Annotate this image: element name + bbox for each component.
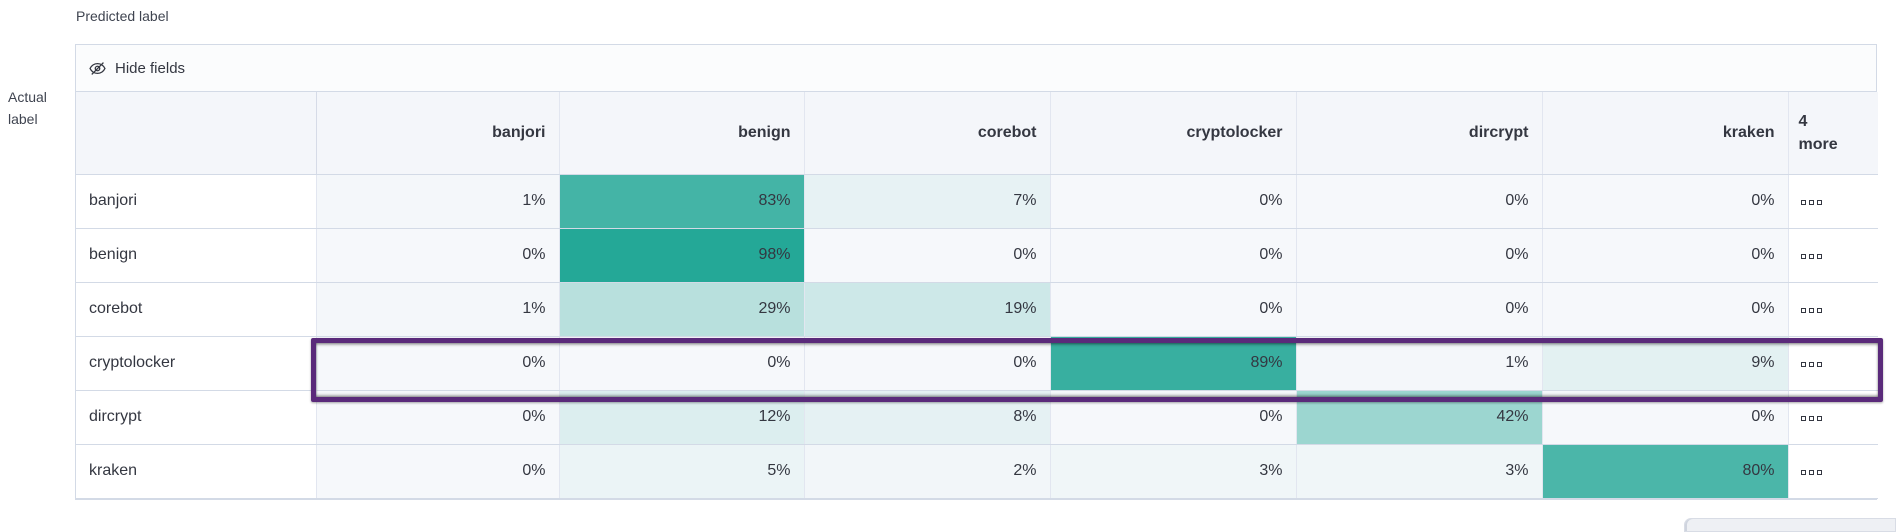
row-label-dircrypt: dircrypt: [76, 390, 317, 445]
cell-corebot-cryptolocker[interactable]: 0%: [1050, 282, 1297, 337]
cell-corebot-banjori[interactable]: 1%: [316, 282, 560, 337]
cell-cryptolocker-benign[interactable]: 0%: [559, 336, 805, 391]
cell-benign-benign[interactable]: 98%: [559, 228, 805, 283]
cell-corebot-dircrypt[interactable]: 0%: [1296, 282, 1543, 337]
boxes-horizontal-icon: [1800, 200, 1822, 205]
row-actions-dircrypt[interactable]: [1788, 390, 1878, 445]
cell-corebot-corebot[interactable]: 19%: [804, 282, 1051, 337]
cell-benign-corebot[interactable]: 0%: [804, 228, 1051, 283]
cell-benign-cryptolocker[interactable]: 0%: [1050, 228, 1297, 283]
more-columns-header[interactable]: 4 more: [1788, 92, 1878, 175]
table-row-kraken: kraken 0% 5% 2% 3% 3% 80%: [76, 444, 1878, 499]
column-header-banjori[interactable]: banjori: [316, 92, 560, 175]
row-label-corebot: corebot: [76, 282, 317, 337]
table-row-dircrypt: dircrypt 0% 12% 8% 0% 42% 0%: [76, 390, 1878, 445]
eye-slash-icon: [89, 60, 106, 77]
cell-kraken-cryptolocker[interactable]: 3%: [1050, 444, 1297, 499]
column-header-kraken[interactable]: kraken: [1542, 92, 1789, 175]
cell-kraken-dircrypt[interactable]: 3%: [1296, 444, 1543, 499]
row-actions-kraken[interactable]: [1788, 444, 1878, 499]
column-header-corebot[interactable]: corebot: [804, 92, 1051, 175]
boxes-horizontal-icon: [1800, 362, 1822, 367]
cell-kraken-banjori[interactable]: 0%: [316, 444, 560, 499]
row-actions-cryptolocker[interactable]: [1788, 336, 1878, 391]
cell-dircrypt-cryptolocker[interactable]: 0%: [1050, 390, 1297, 445]
hide-fields-label: Hide fields: [115, 59, 186, 77]
cell-corebot-kraken[interactable]: 0%: [1542, 282, 1789, 337]
cell-cryptolocker-banjori[interactable]: 0%: [316, 336, 560, 391]
row-label-kraken: kraken: [76, 444, 317, 499]
row-label-cryptolocker: cryptolocker: [76, 336, 317, 391]
grid-controls-bar: Hide fields: [76, 45, 1876, 92]
cell-dircrypt-banjori[interactable]: 0%: [316, 390, 560, 445]
cell-banjori-cryptolocker[interactable]: 0%: [1050, 174, 1297, 229]
confusion-matrix-table: banjori benign corebot cryptolocker dircrypt…: [76, 92, 1878, 499]
cell-dircrypt-benign[interactable]: 12%: [559, 390, 805, 445]
table-row-corebot: corebot 1% 29% 19% 0% 0% 0%: [76, 282, 1878, 337]
corner-header-cell: [76, 92, 317, 175]
cell-cryptolocker-kraken[interactable]: 9%: [1542, 336, 1789, 391]
boxes-horizontal-icon: [1800, 308, 1822, 313]
cell-kraken-kraken[interactable]: 80%: [1542, 444, 1789, 499]
cell-kraken-corebot[interactable]: 2%: [804, 444, 1051, 499]
cell-banjori-banjori[interactable]: 1%: [316, 174, 560, 229]
cell-corebot-benign[interactable]: 29%: [559, 282, 805, 337]
row-actions-banjori[interactable]: [1788, 174, 1878, 229]
cell-banjori-corebot[interactable]: 7%: [804, 174, 1051, 229]
actual-label: Actual label: [8, 89, 47, 128]
horizontal-scrollbar[interactable]: [1684, 518, 1896, 532]
boxes-horizontal-icon: [1800, 254, 1822, 259]
table-row-benign: benign 0% 98% 0% 0% 0% 0%: [76, 228, 1878, 283]
table-row-banjori: banjori 1% 83% 7% 0% 0% 0%: [76, 174, 1878, 229]
row-actions-corebot[interactable]: [1788, 282, 1878, 337]
cell-dircrypt-dircrypt[interactable]: 42%: [1296, 390, 1543, 445]
confusion-matrix-grid: Hide fields banjori benign corebot cryptolo…: [75, 44, 1883, 500]
predicted-label: Predicted label: [76, 8, 169, 24]
hide-fields-button[interactable]: Hide fields: [89, 60, 185, 77]
column-header-dircrypt[interactable]: dircrypt: [1296, 92, 1543, 175]
row-label-benign: benign: [76, 228, 317, 283]
boxes-horizontal-icon: [1800, 470, 1822, 475]
cell-banjori-kraken[interactable]: 0%: [1542, 174, 1789, 229]
cell-dircrypt-corebot[interactable]: 8%: [804, 390, 1051, 445]
cell-cryptolocker-cryptolocker[interactable]: 89%: [1050, 336, 1297, 391]
cell-banjori-benign[interactable]: 83%: [559, 174, 805, 229]
cell-cryptolocker-corebot[interactable]: 0%: [804, 336, 1051, 391]
cell-banjori-dircrypt[interactable]: 0%: [1296, 174, 1543, 229]
cell-cryptolocker-dircrypt[interactable]: 1%: [1296, 336, 1543, 391]
cell-benign-dircrypt[interactable]: 0%: [1296, 228, 1543, 283]
column-header-benign[interactable]: benign: [559, 92, 805, 175]
table-row-cryptolocker: cryptolocker 0% 0% 0% 89% 1% 9%: [76, 336, 1878, 391]
boxes-horizontal-icon: [1800, 416, 1822, 421]
row-label-banjori: banjori: [76, 174, 317, 229]
cell-benign-kraken[interactable]: 0%: [1542, 228, 1789, 283]
cell-benign-banjori[interactable]: 0%: [316, 228, 560, 283]
row-actions-benign[interactable]: [1788, 228, 1878, 283]
cell-kraken-benign[interactable]: 5%: [559, 444, 805, 499]
column-header-cryptolocker[interactable]: cryptolocker: [1050, 92, 1297, 175]
cell-dircrypt-kraken[interactable]: 0%: [1542, 390, 1789, 445]
